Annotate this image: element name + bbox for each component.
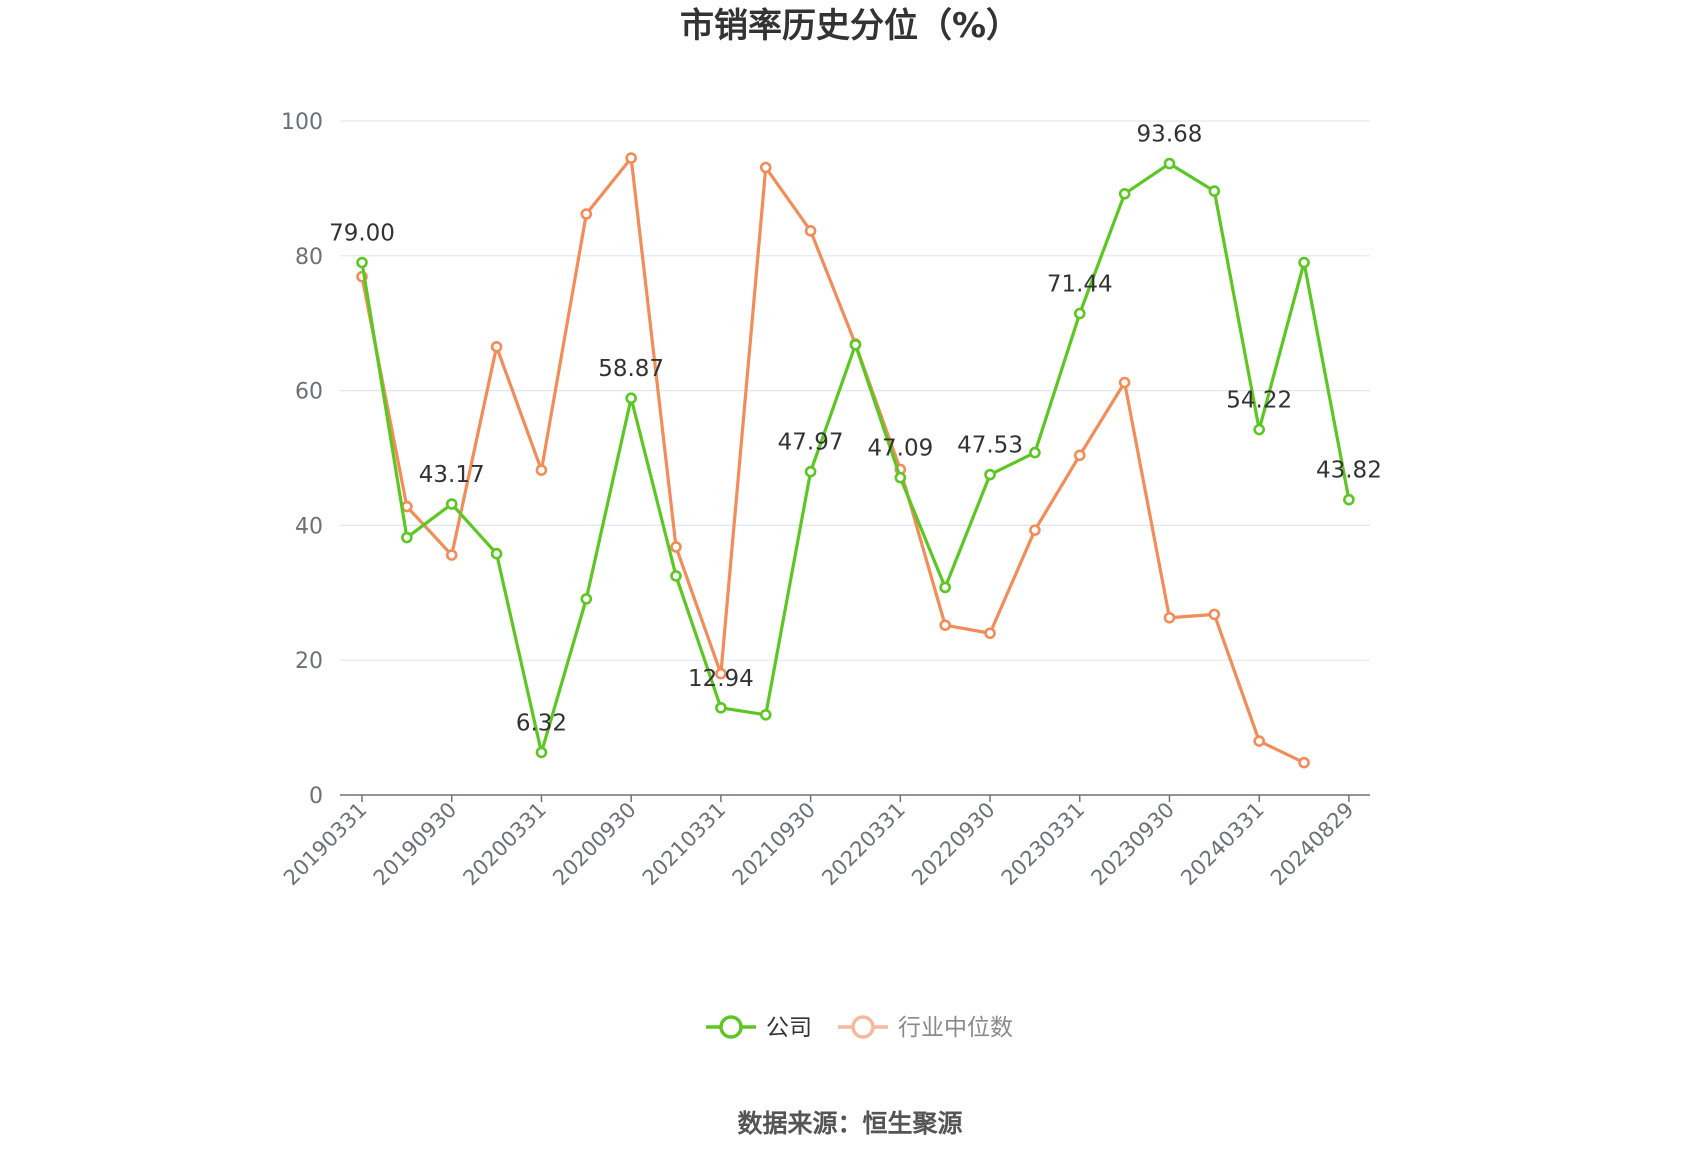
x-tick-label: 20200930 bbox=[548, 798, 641, 891]
y-tick-label: 80 bbox=[295, 245, 323, 270]
series-layer bbox=[356, 152, 1355, 769]
legend-marker-icon bbox=[851, 1015, 875, 1039]
legend-item-company[interactable]: 公司 bbox=[706, 1015, 812, 1041]
data-point[interactable] bbox=[1118, 187, 1131, 200]
x-axis: 2019033120190930202003312020093020210331… bbox=[279, 794, 1370, 891]
data-point[interactable] bbox=[939, 581, 951, 594]
data-point[interactable] bbox=[445, 498, 458, 510]
x-tick-label: 20210331 bbox=[638, 798, 731, 891]
x-tick-label: 20210930 bbox=[728, 798, 821, 891]
data-point[interactable] bbox=[1253, 735, 1265, 747]
data-point[interactable] bbox=[490, 547, 503, 560]
data-point[interactable] bbox=[1298, 756, 1310, 769]
data-point[interactable] bbox=[1118, 376, 1131, 389]
data-point[interactable] bbox=[625, 152, 637, 164]
data-label: 47.97 bbox=[778, 430, 844, 456]
y-tick-label: 0 bbox=[309, 784, 323, 809]
data-point[interactable] bbox=[1163, 611, 1176, 624]
y-tick-label: 20 bbox=[295, 649, 323, 674]
data-point[interactable] bbox=[580, 208, 593, 220]
y-tick-label: 100 bbox=[281, 110, 323, 135]
data-point[interactable] bbox=[804, 465, 817, 478]
data-point[interactable] bbox=[759, 708, 772, 721]
data-point[interactable] bbox=[490, 340, 503, 353]
x-tick-label: 20190331 bbox=[279, 798, 372, 891]
x-tick-label: 20220331 bbox=[817, 798, 910, 891]
data-label: 12.94 bbox=[688, 666, 754, 692]
data-label: 93.68 bbox=[1137, 122, 1203, 148]
x-tick-label: 20230930 bbox=[1086, 798, 1179, 891]
data-point[interactable] bbox=[1253, 423, 1265, 436]
data-point[interactable] bbox=[1208, 608, 1221, 621]
data-point[interactable] bbox=[356, 256, 368, 269]
data-point[interactable] bbox=[535, 464, 548, 476]
data-point[interactable] bbox=[939, 619, 951, 631]
data-point[interactable] bbox=[1298, 256, 1310, 269]
source-note: 数据来源：恒生聚源 bbox=[737, 1109, 962, 1138]
data-point[interactable] bbox=[715, 701, 727, 714]
chart-title: 市销率历史分位（%） bbox=[680, 6, 1020, 46]
data-point[interactable] bbox=[984, 627, 996, 640]
data-label: 79.00 bbox=[329, 221, 395, 247]
data-point[interactable] bbox=[1343, 493, 1355, 506]
legend[interactable]: 公司 行业中位数 bbox=[706, 1015, 1013, 1041]
legend-marker-icon bbox=[719, 1015, 743, 1039]
x-tick-label: 20190930 bbox=[369, 798, 462, 891]
data-point[interactable] bbox=[894, 471, 907, 484]
data-point[interactable] bbox=[535, 746, 548, 759]
data-label: 43.82 bbox=[1316, 458, 1382, 484]
data-label: 47.53 bbox=[957, 433, 1023, 459]
data-point[interactable] bbox=[759, 161, 772, 174]
data-label: 47.09 bbox=[867, 436, 933, 462]
data-point[interactable] bbox=[445, 549, 458, 561]
data-label: 54.22 bbox=[1226, 388, 1292, 414]
y-axis-ticks: 0 20 40 60 80 100 bbox=[281, 110, 323, 809]
data-point[interactable] bbox=[670, 570, 682, 582]
y-tick-label: 40 bbox=[295, 514, 323, 539]
series-company bbox=[356, 157, 1355, 759]
data-point[interactable] bbox=[1073, 449, 1086, 462]
data-label: 58.87 bbox=[598, 356, 664, 382]
x-tick-label: 20200331 bbox=[458, 798, 551, 891]
data-label: 43.17 bbox=[419, 462, 485, 488]
legend-label: 公司 bbox=[766, 1015, 812, 1041]
data-point[interactable] bbox=[1029, 524, 1041, 536]
data-point[interactable] bbox=[984, 468, 996, 481]
data-point[interactable] bbox=[715, 667, 727, 680]
data-point[interactable] bbox=[625, 392, 637, 405]
legend-item-industry-median[interactable]: 行业中位数 bbox=[838, 1015, 1013, 1041]
data-point[interactable] bbox=[1208, 185, 1221, 197]
series-line bbox=[360, 161, 1351, 755]
data-labels: 79.00 43.17 6.32 58.87 12.94 47.97 47.09 47.53 7… bbox=[329, 122, 1382, 737]
x-tick-label: 20240331 bbox=[1176, 798, 1269, 891]
data-point[interactable] bbox=[1073, 307, 1086, 320]
data-point[interactable] bbox=[1163, 157, 1176, 170]
data-point[interactable] bbox=[401, 531, 413, 544]
data-point[interactable] bbox=[1029, 446, 1041, 459]
data-point[interactable] bbox=[849, 338, 862, 351]
x-tick-label: 20240829 bbox=[1266, 798, 1359, 891]
y-tick-label: 60 bbox=[295, 380, 323, 405]
data-label: 71.44 bbox=[1047, 271, 1113, 297]
data-point[interactable] bbox=[804, 225, 817, 237]
series-industry-median bbox=[356, 152, 1310, 769]
series-line bbox=[360, 156, 1305, 765]
data-point[interactable] bbox=[670, 541, 682, 553]
data-label: 6.32 bbox=[516, 710, 567, 736]
data-point[interactable] bbox=[580, 593, 593, 605]
x-tick-label: 20230331 bbox=[997, 798, 1090, 891]
legend-label: 行业中位数 bbox=[898, 1015, 1013, 1041]
x-tick-label: 20220930 bbox=[907, 798, 1000, 891]
